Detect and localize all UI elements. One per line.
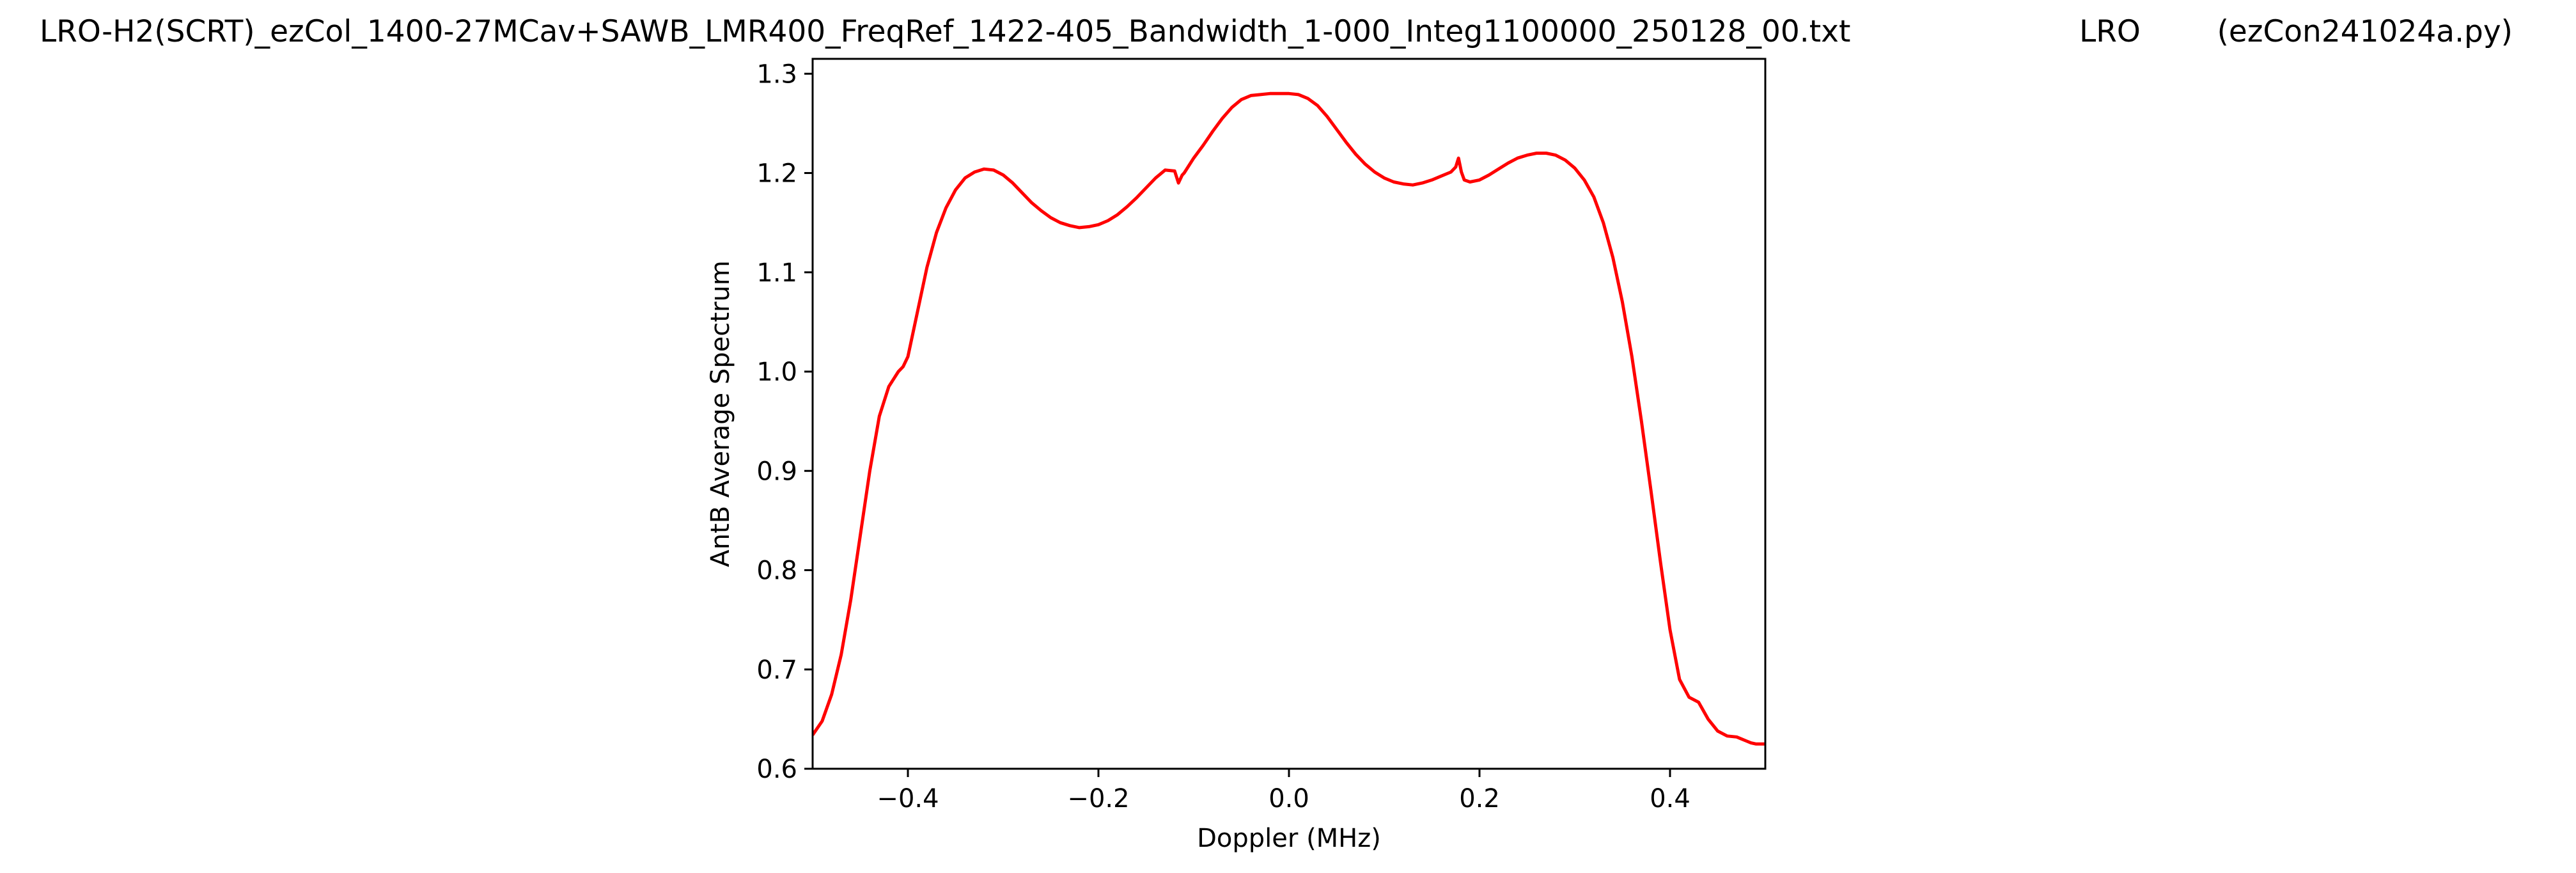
y-tick-label: 0.7: [756, 656, 797, 685]
y-tick-label: 0.6: [756, 755, 797, 784]
y-tick-label: 0.9: [756, 457, 797, 486]
y-tick-label: 1.0: [756, 358, 797, 387]
x-tick-label: −0.4: [877, 784, 939, 814]
window-title-filename: LRO-H2(SCRT)_ezCol_1400-27MCav+SAWB_LMR4…: [40, 14, 1850, 49]
axes-frame: [811, 58, 1767, 770]
x-tick-label: 0.0: [1268, 784, 1309, 814]
x-axis-label: Doppler (MHz): [1197, 824, 1381, 853]
y-axis-label: AntB Average Spectrum: [706, 260, 735, 567]
plot-area: [813, 91, 1765, 746]
x-tick-label: 0.4: [1650, 784, 1690, 814]
tick-layer: −0.4 −0.2 0.0 0.2 0.4 0.6 0.7 0.8 0.9 1.0 1.1 1.2 1.…: [756, 59, 1690, 814]
y-tick-label: 0.8: [756, 556, 797, 586]
window-title-script: (ezCon241024a.py): [2217, 14, 2513, 49]
series-line-0: [813, 91, 1765, 746]
y-tick-label: 1.1: [756, 258, 797, 288]
window-title-site: LRO: [2079, 14, 2141, 49]
x-tick-label: 0.2: [1459, 784, 1500, 814]
x-tick-label: −0.2: [1067, 784, 1129, 814]
y-tick-label: 1.3: [756, 59, 797, 89]
y-tick-label: 1.2: [756, 159, 797, 189]
